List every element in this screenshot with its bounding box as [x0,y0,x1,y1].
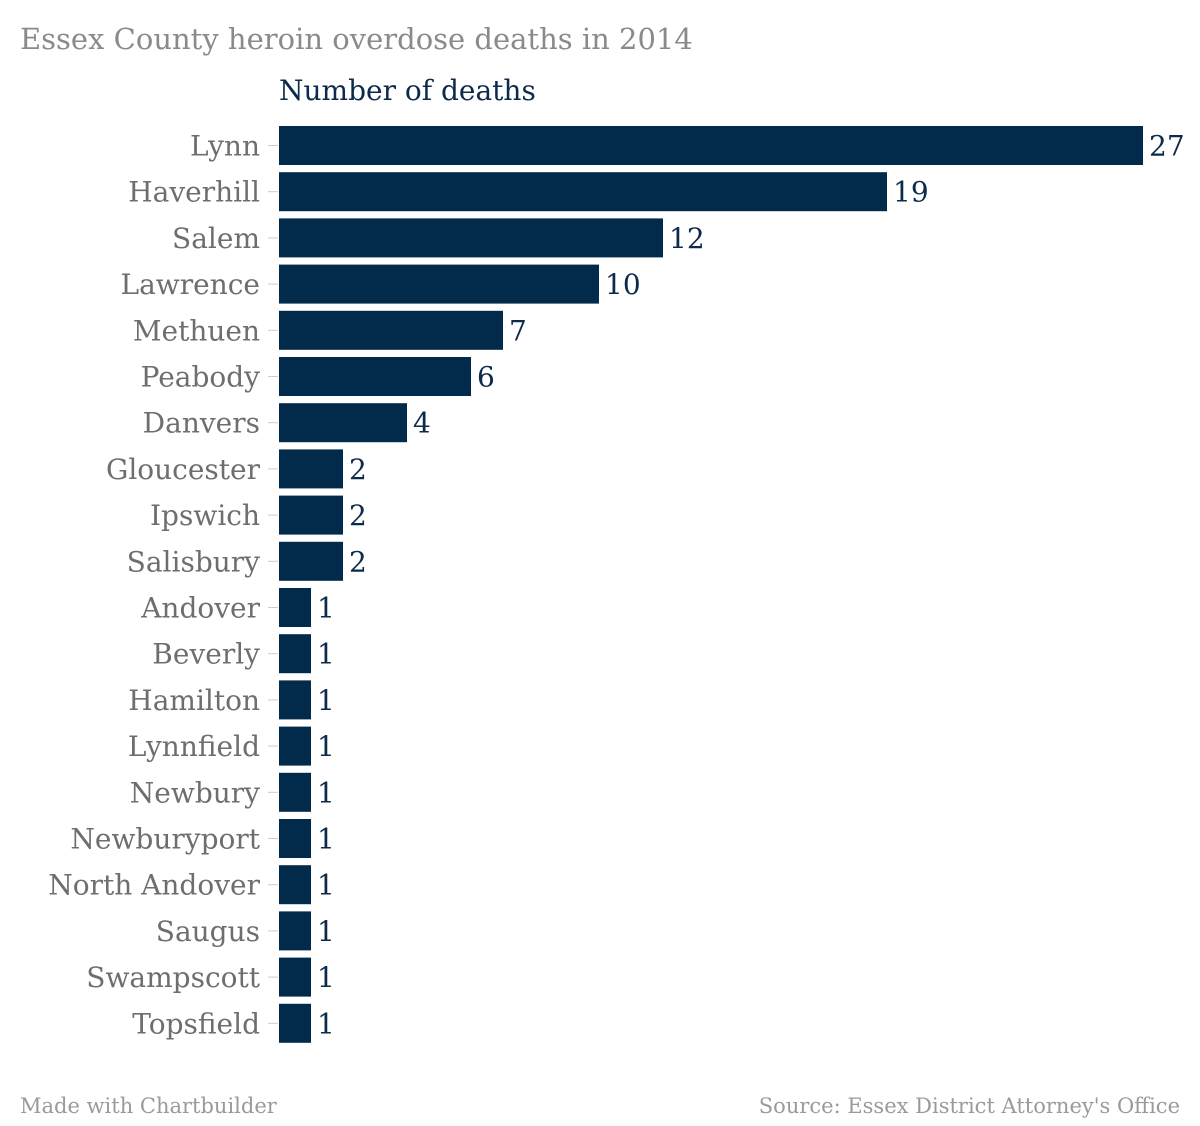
category-label-danvers: Danvers [143,407,260,440]
bar-newbury [279,772,311,812]
category-label-gloucester: Gloucester [106,453,261,486]
chart-title: Essex County heroin overdose deaths in 2… [20,22,693,56]
value-label-salem: 12 [669,222,705,255]
category-label-topsfield: Topsfield [132,1007,260,1040]
chartbuilder-credit: Made with Chartbuilder [20,1094,277,1118]
source-note: Source: Essex District Attorney's Office [758,1094,1180,1118]
category-label-salisbury: Salisbury [127,545,260,578]
category-label-lynn: Lynn [190,130,260,163]
value-label-lynnfield: 1 [317,730,335,763]
bar-gloucester [279,449,343,489]
bar-peabody [279,357,471,396]
category-label-peabody: Peabody [141,361,261,394]
category-label-newbury: Newbury [130,776,260,809]
value-label-newbury: 1 [317,776,335,809]
bar-methuen [279,310,503,350]
category-label-beverly: Beverly [152,638,260,671]
value-label-swampscott: 1 [317,961,335,994]
chart-subtitle: Number of deaths [279,74,536,107]
value-label-danvers: 4 [413,407,431,440]
value-label-haverhill: 19 [893,176,929,209]
category-label-methuen: Methuen [133,314,260,347]
value-label-methuen: 7 [509,314,527,347]
bar-lynn [279,126,1143,165]
bar-beverly [279,634,311,674]
category-label-north-andover: North Andover [48,869,260,902]
value-label-saugus: 1 [317,915,335,948]
bar-salisbury [279,541,343,581]
bar-salem [279,218,663,258]
category-label-ipswich: Ipswich [150,499,260,532]
value-label-lawrence: 10 [605,268,641,301]
value-label-newburyport: 1 [317,823,335,856]
bar-lynnfield [279,726,311,766]
value-label-peabody: 6 [477,361,495,394]
value-label-north-andover: 1 [317,869,335,902]
category-label-lawrence: Lawrence [121,268,261,301]
bar-north-andover [279,865,311,905]
value-label-lynn: 27 [1149,130,1185,163]
value-label-gloucester: 2 [349,453,367,486]
category-label-hamilton: Hamilton [128,684,260,717]
bar-swampscott [279,957,311,997]
bar-haverhill [279,172,887,212]
bar-hamilton [279,680,311,720]
bar-newburyport [279,819,311,858]
value-label-topsfield: 1 [317,1007,335,1040]
bar-saugus [279,911,311,951]
category-label-lynnfield: Lynnfield [128,730,260,763]
value-label-salisbury: 2 [349,545,367,578]
category-label-andover: Andover [140,592,260,625]
value-label-hamilton: 1 [317,684,335,717]
bar-danvers [279,403,407,443]
bar-topsfield [279,1003,311,1043]
bar-ipswich [279,495,343,535]
bar-andover [279,588,311,627]
category-label-haverhill: Haverhill [128,176,260,209]
value-label-andover: 1 [317,592,335,625]
value-label-ipswich: 2 [349,499,367,532]
category-label-swampscott: Swampscott [86,961,260,994]
category-label-salem: Salem [172,222,260,255]
category-label-newburyport: Newburyport [70,823,260,856]
category-label-saugus: Saugus [156,915,260,948]
value-label-beverly: 1 [317,638,335,671]
bar-lawrence [279,264,599,304]
